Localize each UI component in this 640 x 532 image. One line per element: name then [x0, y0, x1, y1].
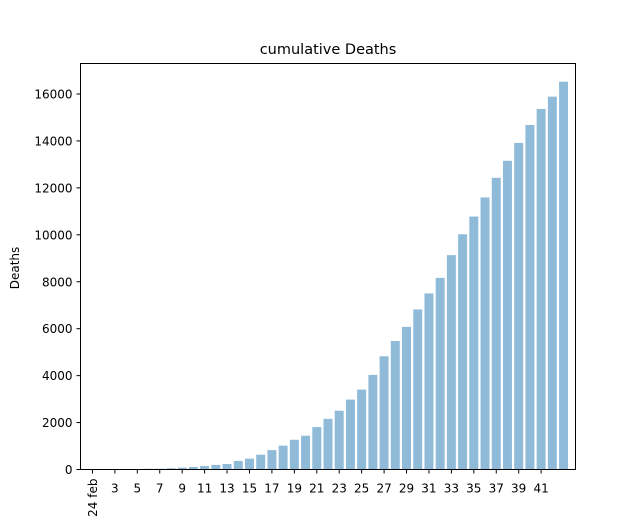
bar-19 [290, 440, 299, 470]
y-tick-label: 10000 [34, 228, 72, 242]
x-tick-label: 37 [489, 482, 504, 496]
x-tick-label: 41 [533, 482, 548, 496]
bar-24 [346, 400, 355, 470]
bar-39 [514, 143, 523, 470]
bar-32 [436, 278, 445, 470]
bar-33 [447, 255, 456, 469]
bar-17 [267, 450, 276, 469]
bar-40 [525, 125, 534, 470]
y-axis-ticks: 0 2000 4000 6000 8000 10000 12000 14000 16000 [34, 88, 80, 477]
x-tick-label: 25 [354, 482, 369, 496]
bar-38 [503, 161, 512, 470]
x-tick-label: 23 [332, 482, 347, 496]
y-tick-label: 16000 [34, 88, 72, 102]
x-tick-label: 11 [197, 482, 212, 496]
x-tick-label: 13 [219, 482, 234, 496]
x-tick-label: 27 [376, 482, 391, 496]
x-tick-label: 5 [133, 482, 141, 496]
bar-30 [413, 309, 422, 469]
bar-27 [380, 356, 389, 469]
x-tick-label: 19 [287, 482, 302, 496]
y-tick-label: 14000 [34, 134, 72, 148]
bar-18 [279, 446, 288, 470]
bar-22 [324, 419, 333, 470]
x-tick-label: 24 feb [86, 479, 100, 517]
bar-28 [391, 341, 400, 470]
x-tick-label: 9 [178, 482, 186, 496]
bar-37 [492, 178, 501, 470]
bar-36 [481, 197, 490, 469]
bar-34 [458, 234, 467, 469]
x-tick-label: 31 [421, 482, 436, 496]
x-tick-label: 15 [242, 482, 257, 496]
y-tick-label: 0 [65, 463, 73, 477]
y-tick-label: 12000 [34, 181, 72, 195]
bar-23 [335, 411, 344, 470]
bar-13 [223, 464, 232, 469]
bar-14 [234, 461, 243, 470]
bar-42 [548, 97, 557, 470]
bar-26 [368, 375, 377, 470]
bar-41 [537, 109, 546, 470]
bar-20 [301, 436, 310, 470]
x-tick-label: 29 [399, 482, 414, 496]
x-tick-label: 21 [309, 482, 324, 496]
bar-35 [469, 217, 478, 470]
x-tick-label: 39 [511, 482, 526, 496]
x-tick-label: 7 [156, 482, 164, 496]
bar-29 [402, 327, 411, 470]
chart-title: cumulative Deaths [260, 42, 397, 58]
bars-group [88, 82, 568, 470]
y-tick-label: 4000 [42, 369, 73, 383]
bar-21 [312, 427, 321, 469]
bar-43 [559, 82, 568, 470]
y-tick-label: 6000 [42, 322, 73, 336]
x-tick-label: 17 [264, 482, 279, 496]
y-axis-label: Deaths [8, 247, 22, 290]
x-tick-label: 33 [444, 482, 459, 496]
y-tick-label: 2000 [42, 416, 73, 430]
bar-15 [245, 459, 254, 470]
x-tick-label: 35 [466, 482, 481, 496]
bar-12 [211, 465, 220, 470]
bar-25 [357, 390, 366, 470]
bar-11 [200, 466, 209, 469]
plot-frame [81, 64, 576, 470]
bar-16 [256, 455, 265, 470]
y-tick-label: 8000 [42, 275, 73, 289]
x-tick-label: 3 [111, 482, 119, 496]
bar-31 [424, 293, 433, 469]
